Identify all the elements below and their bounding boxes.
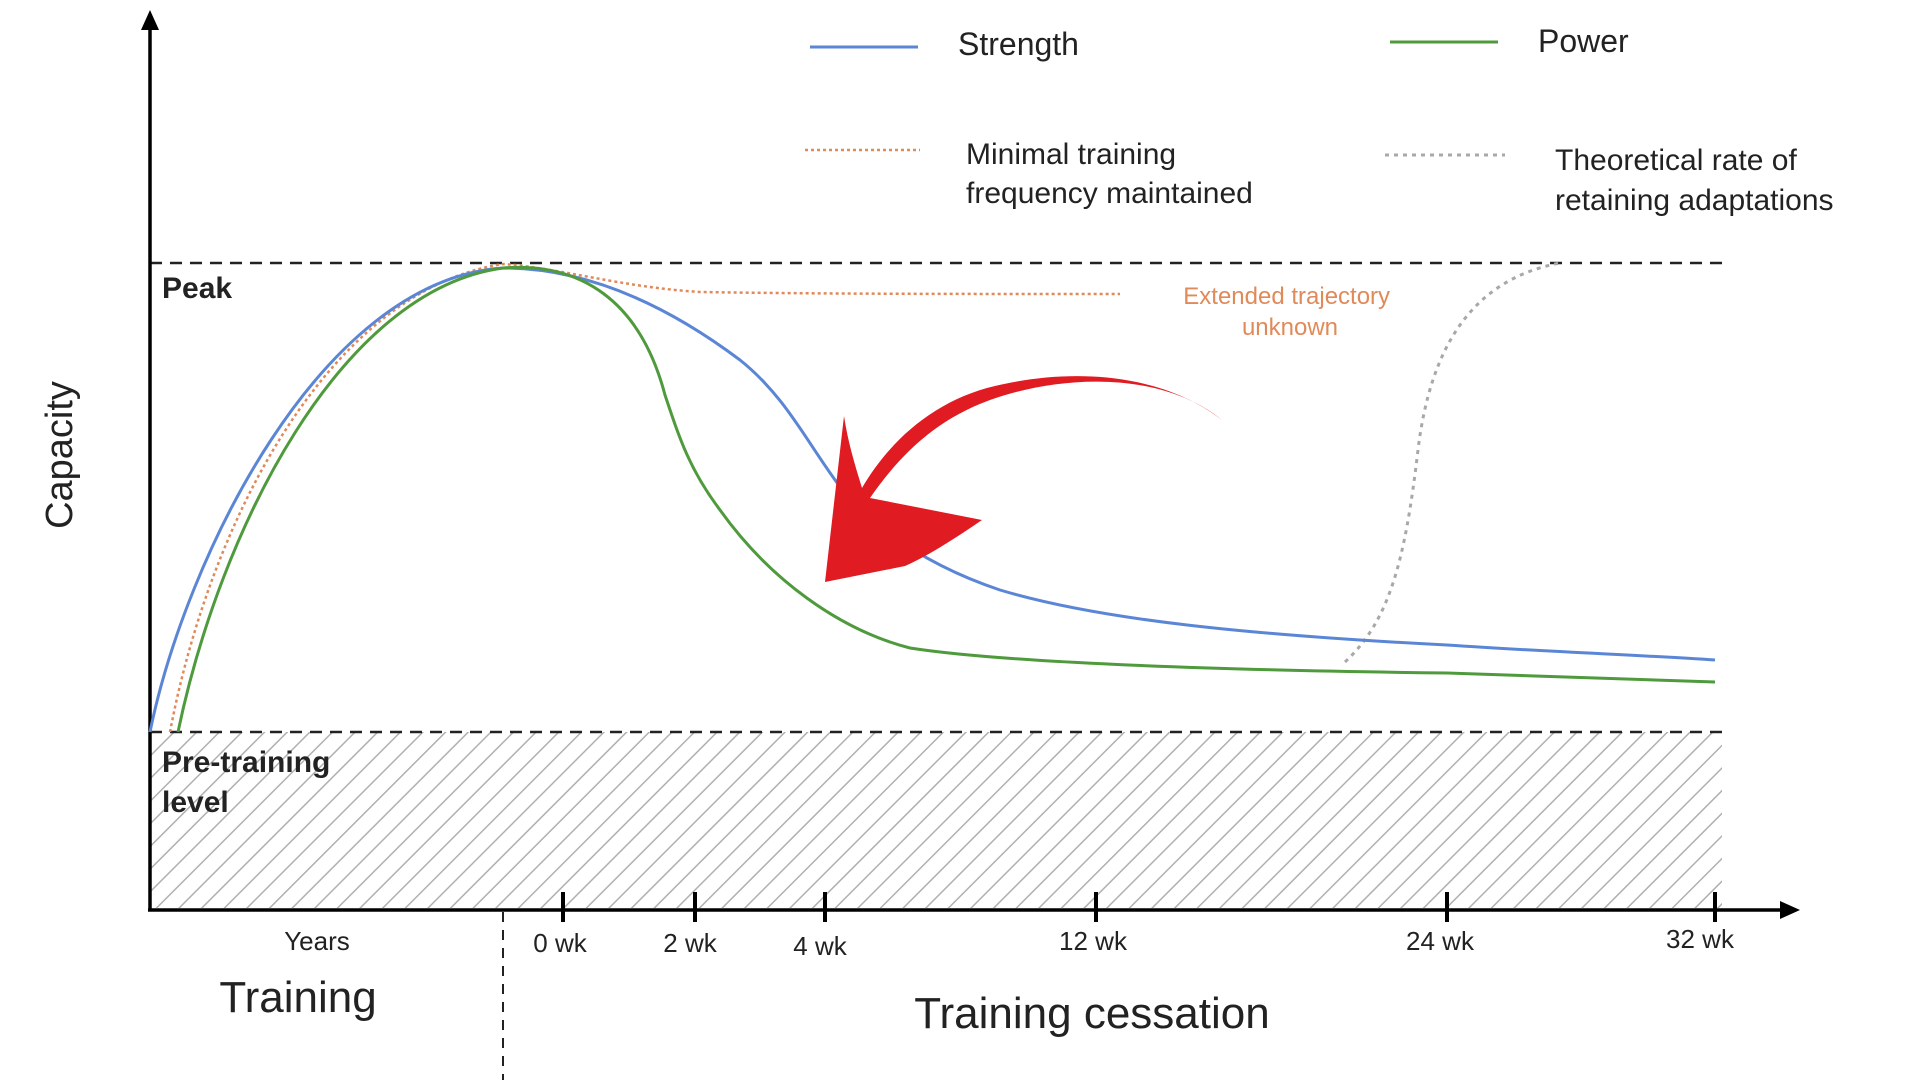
annotation-line1: Extended trajectory [1183,283,1390,310]
legend-power-label: Power [1538,23,1629,59]
pre-training-label: Pre-training level [162,746,339,819]
pre-training-region [150,732,1722,908]
legend-theoretical-line1: Theoretical rate of [1555,144,1797,177]
legend-strength-label: Strength [958,26,1079,62]
peak-label: Peak [162,272,232,305]
legend-theoretical-line2: retaining adaptations [1555,184,1834,217]
emphasis-arrow [825,376,1222,582]
series-minimal [168,262,1121,733]
extended-trajectory-annotation: Extended trajectory unknown [1183,283,1396,341]
legend-minimal-label: Minimal training frequency maintained [966,138,1253,210]
y-axis-arrowhead [141,10,159,30]
training-section-label: Training [219,973,376,1022]
tick-label-0wk: 0 wk [533,928,587,958]
x-axis-arrowhead [1780,901,1800,919]
series-strength [148,266,1716,733]
tick-label-2wk: 2 wk [663,928,717,958]
tick-label-years: Years [284,926,350,956]
legend-minimal-line2: frequency maintained [966,177,1253,210]
tick-label-24wk: 24 wk [1406,926,1475,956]
tick-label-4wk: 4 wk [793,931,847,961]
series-power [176,265,1716,733]
pre-training-line2: level [162,786,229,819]
cessation-section-label: Training cessation [914,989,1269,1038]
x-ticks [561,892,1717,922]
series-theoretical [1343,261,1561,664]
tick-label-12wk: 12 wk [1059,926,1128,956]
legend-theoretical-label: Theoretical rate of retaining adaptation… [1555,144,1834,217]
legend-minimal-line1: Minimal training [966,138,1176,171]
x-tick-labels: Years 0 wk 2 wk 4 wk 12 wk 24 wk 32 wk [284,924,1735,961]
pre-training-line1: Pre-training [162,746,330,779]
annotation-line2: unknown [1242,314,1338,341]
tick-label-32wk: 32 wk [1666,924,1735,954]
y-axis-label: Capacity [39,381,81,529]
